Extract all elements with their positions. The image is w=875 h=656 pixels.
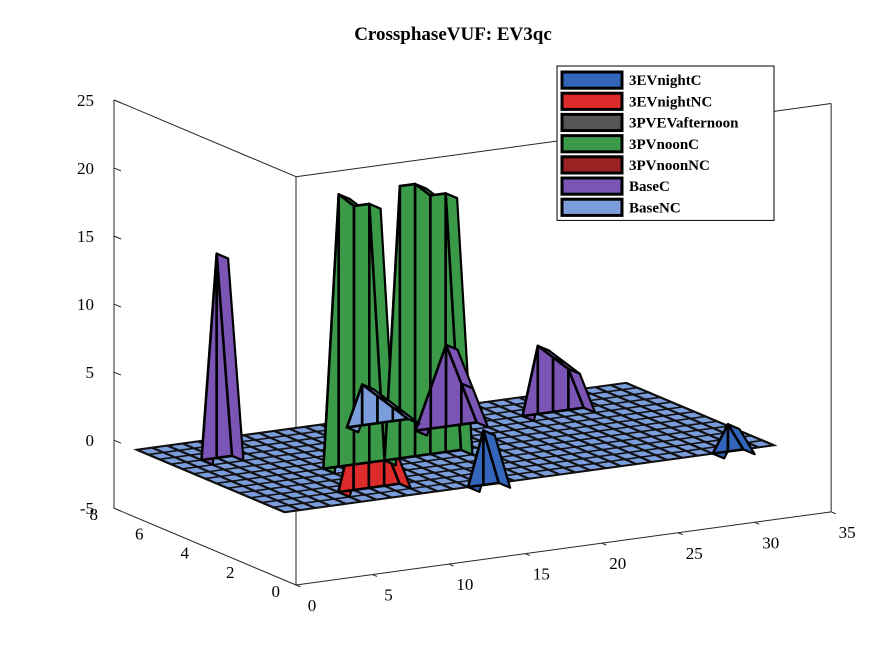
y-tick-label: 2 — [226, 563, 235, 582]
z-tick-label: -5 — [80, 499, 94, 518]
legend-swatch — [560, 176, 624, 196]
axis-line — [113, 507, 297, 586]
axis-line — [295, 511, 832, 586]
x-tick-mark — [295, 584, 301, 588]
floor-grid-line — [595, 386, 744, 451]
x-tick-mark — [678, 532, 683, 536]
surface-facet — [322, 193, 341, 471]
floor-grid-line — [284, 444, 775, 513]
surface-facet — [726, 422, 745, 453]
z-tick-label: 15 — [77, 227, 94, 246]
legend-label: 3EVnightNC — [629, 94, 712, 110]
x-tick-label: 10 — [456, 575, 473, 594]
surface-facet — [551, 356, 570, 414]
legend-swatch — [560, 155, 624, 175]
x-tick-mark — [830, 511, 836, 515]
surface-facet — [521, 344, 540, 418]
legend-label: 3EVnightC — [629, 73, 702, 89]
floor-grid-line — [273, 439, 763, 509]
legend-label: 3PVnoonC — [629, 137, 699, 153]
legend-swatch — [560, 91, 624, 111]
x-tick-label: 30 — [762, 533, 779, 552]
axis-line — [113, 99, 297, 178]
floor-grid-line — [136, 448, 286, 514]
floor-grid-line — [166, 444, 316, 509]
legend-label: 3PVEVafternoon — [629, 116, 739, 132]
z-tick-mark — [113, 303, 122, 308]
legend-label: BaseNC — [629, 200, 681, 216]
surface-facet — [536, 344, 555, 416]
legend-swatch — [560, 70, 624, 90]
surface-bands — [200, 182, 756, 498]
x-tick-label: 35 — [839, 523, 856, 542]
legend-swatch — [560, 197, 624, 217]
x-tick-mark — [601, 542, 607, 546]
x-tick-label: 15 — [533, 565, 550, 584]
z-tick-mark — [113, 235, 122, 240]
floor-grid-line — [579, 388, 729, 453]
z-tick-label: 10 — [77, 295, 94, 314]
legend-swatch — [560, 112, 624, 133]
z-tick-mark — [113, 371, 122, 376]
floor-grid-line — [472, 402, 622, 468]
x-tick-label: 25 — [686, 544, 703, 563]
floor-grid-line — [151, 446, 301, 512]
legend-label: 3PVnoonNC — [629, 158, 710, 174]
surface-facet — [567, 367, 586, 412]
z-tick-mark — [113, 99, 122, 104]
chart-title: CrossphaseVUF: EV3qc — [354, 24, 552, 45]
surface-facet — [460, 382, 479, 426]
band-3EVnightC — [466, 422, 756, 493]
axis-ticks: 0 5 10 15 20 25 30 35 0 2 4 6 8-5 0 5 10 15 20 25 — [77, 91, 856, 615]
surface-facet — [482, 429, 501, 487]
x-tick-label: 5 — [384, 586, 393, 605]
z-tick-mark — [113, 439, 122, 444]
surface-facet — [215, 252, 234, 460]
x-tick-label: 20 — [609, 554, 626, 573]
surface-facet — [391, 406, 410, 423]
floor-grid-line — [487, 400, 637, 466]
x-tick-mark — [448, 563, 454, 567]
z-tick-label: 25 — [77, 91, 94, 110]
y-tick-label: 8 — [90, 505, 99, 524]
z-tick-label: 20 — [77, 159, 94, 178]
y-tick-label: 4 — [181, 544, 190, 563]
legend-label: BaseC — [629, 179, 670, 195]
x-tick-mark — [525, 553, 531, 557]
x-tick-mark — [372, 574, 378, 577]
band-3PVnoonC — [322, 182, 474, 475]
surface-facet — [200, 252, 218, 462]
z-tick-mark — [113, 167, 122, 172]
legend-swatch — [560, 134, 624, 154]
z-tick-label: 0 — [86, 431, 95, 450]
band-BaseNC — [345, 383, 421, 434]
z-tick-mark — [113, 507, 122, 512]
y-tick-label: 6 — [135, 524, 144, 543]
legend: 3EVnightC 3EVnightNC 3PVEVafternoon 3PVnoon… — [556, 65, 775, 221]
x-tick-label: 0 — [308, 596, 317, 615]
y-tick-label: 0 — [272, 582, 281, 601]
floor-grid-line — [625, 381, 775, 447]
z-tick-label: 5 — [86, 363, 95, 382]
x-tick-mark — [754, 521, 760, 525]
band-BaseC — [200, 252, 597, 466]
